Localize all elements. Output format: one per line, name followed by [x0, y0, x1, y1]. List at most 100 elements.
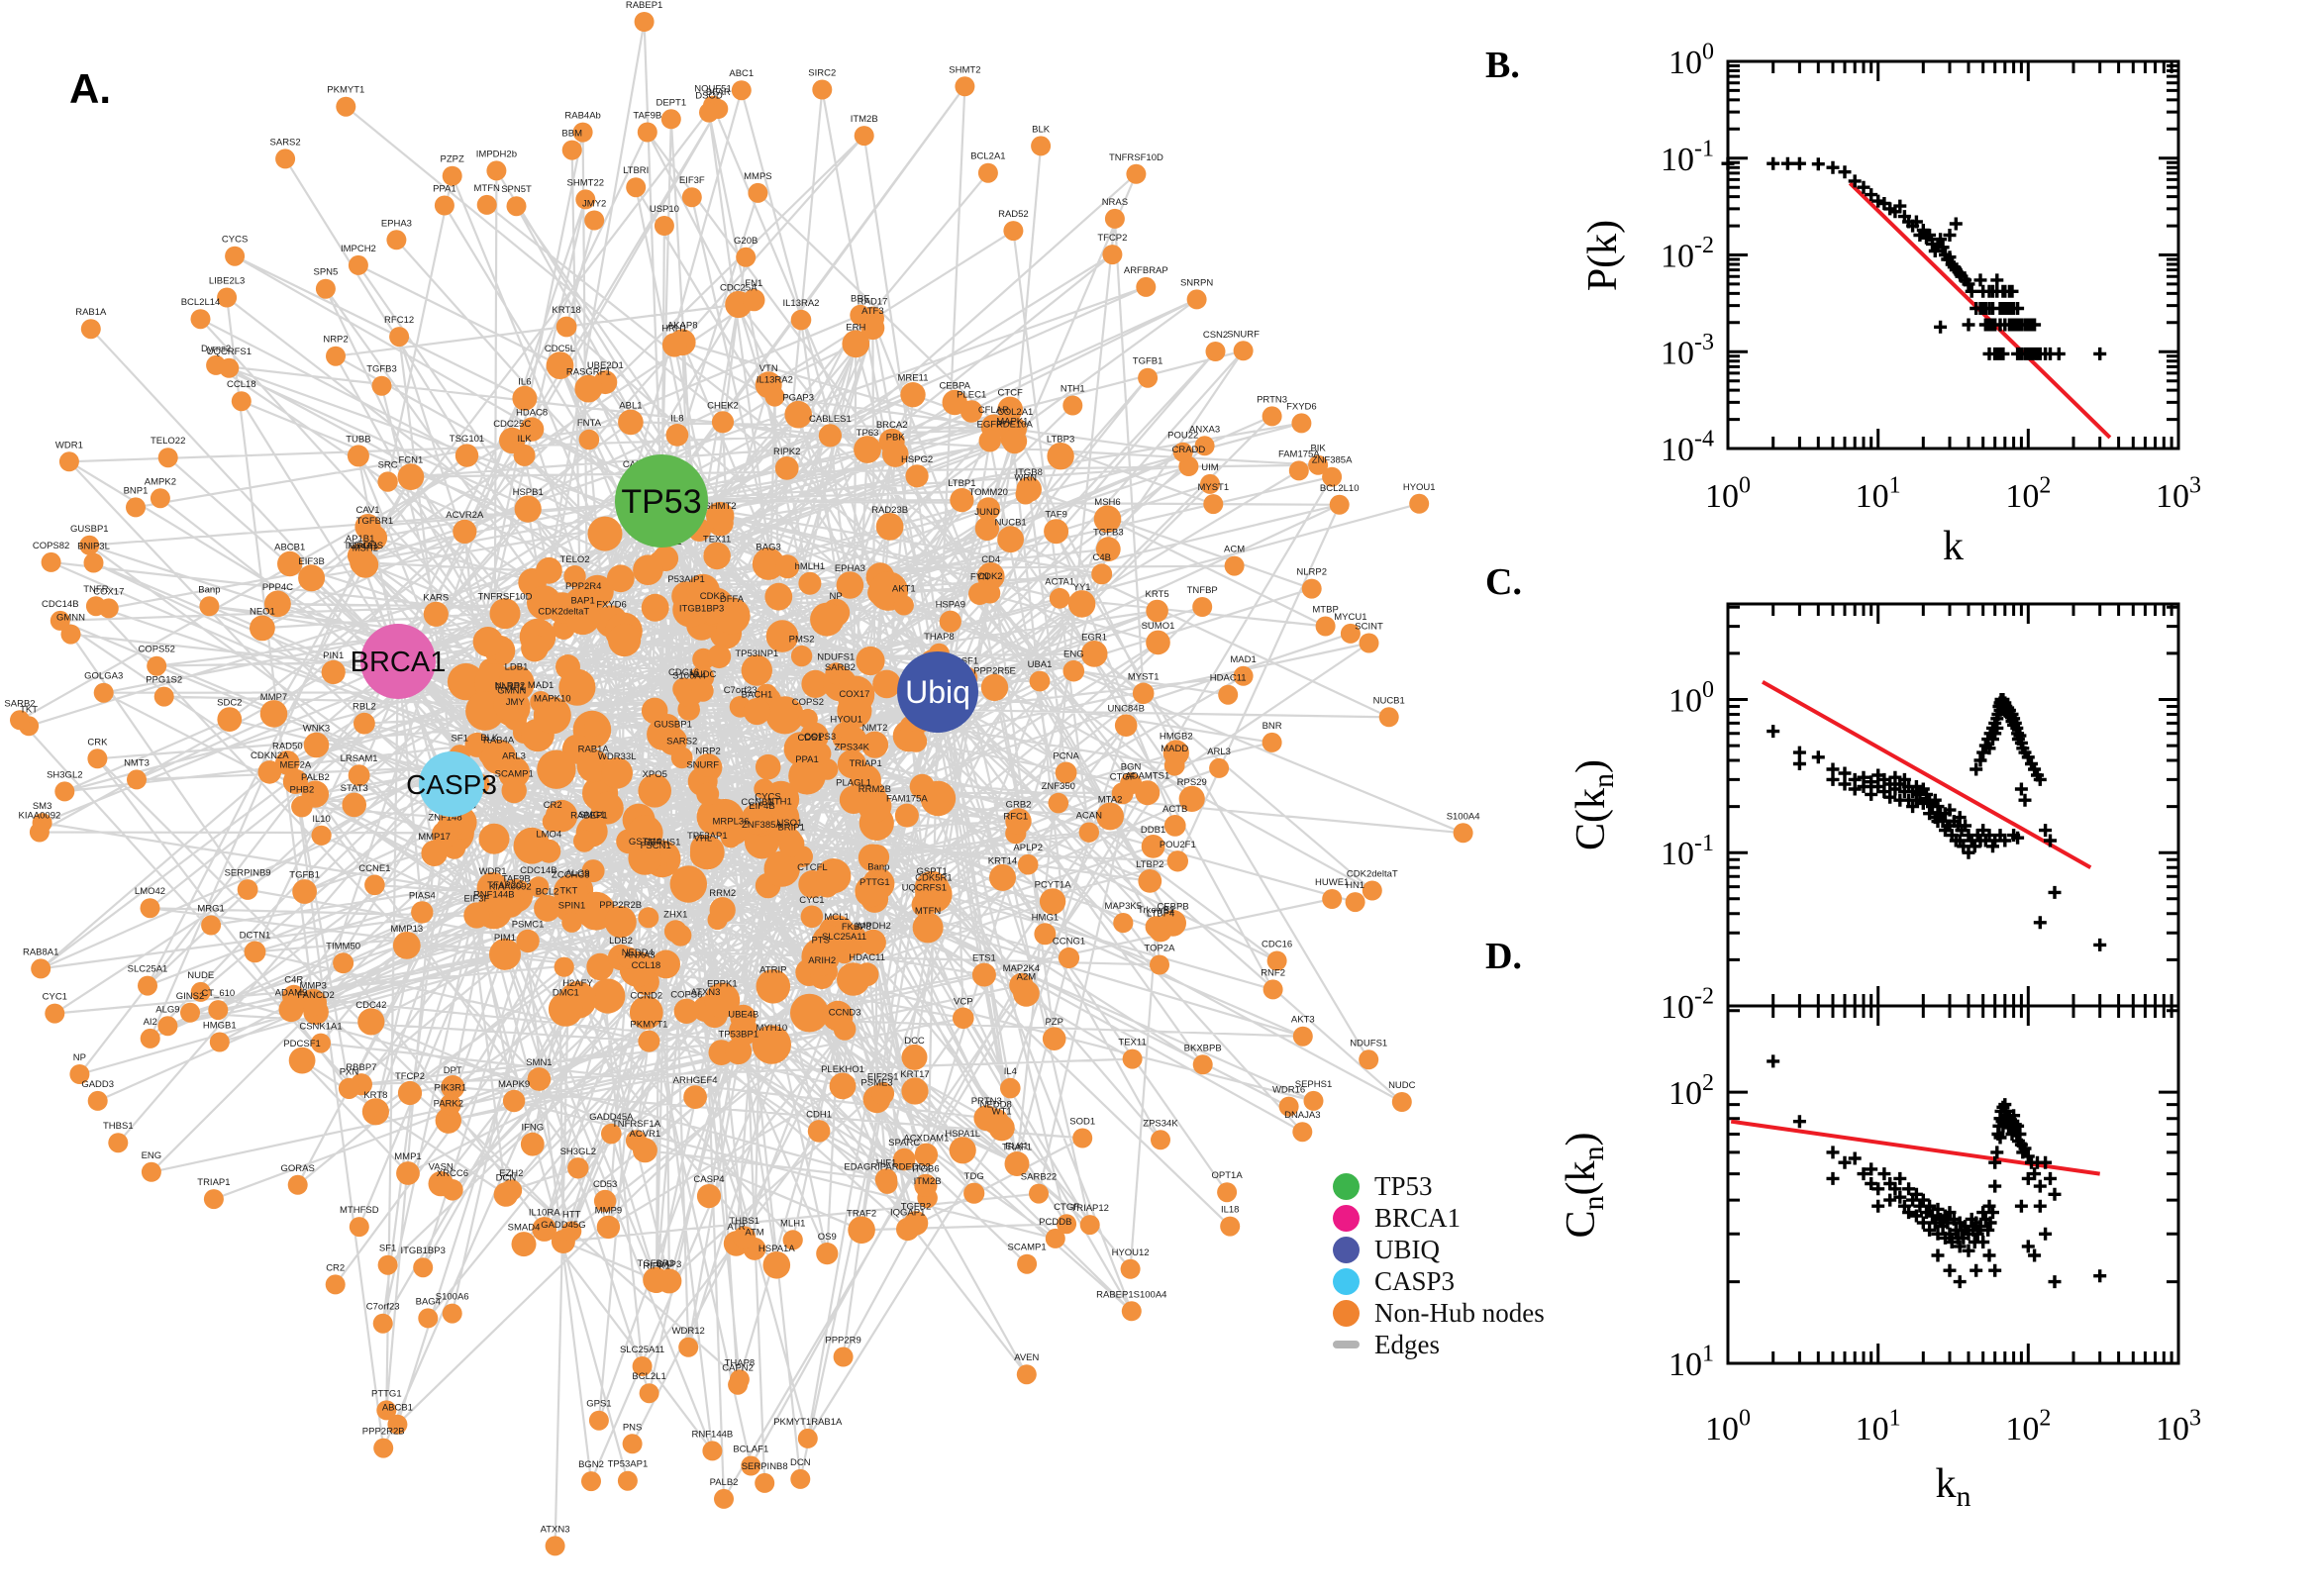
svg-text:MSH6: MSH6: [1094, 497, 1120, 508]
svg-text:TSG101: TSG101: [450, 434, 484, 445]
svg-text:C(kn): C(kn): [1568, 759, 1620, 850]
panel-b-points: [1721, 156, 2107, 360]
svg-text:NP: NP: [829, 591, 842, 602]
svg-text:NUDC: NUDC: [1388, 1080, 1416, 1091]
svg-text:ERH: ERH: [846, 322, 865, 333]
svg-text:AKAP8: AKAP8: [667, 321, 698, 332]
hub-nodes-layer: TP53 BRCA1 Ubiq CASP3: [351, 454, 978, 817]
svg-text:PKMYT1RAB1A: PKMYT1RAB1A: [773, 1417, 843, 1428]
svg-text:BLK: BLK: [480, 733, 499, 744]
svg-text:UIM: UIM: [1201, 462, 1219, 473]
svg-text:S100A4: S100A4: [672, 671, 706, 682]
svg-text:PLAGL1: PLAGL1: [836, 778, 871, 789]
hub-label-casp3: CASP3: [406, 769, 497, 800]
svg-text:HDAC11: HDAC11: [1210, 673, 1247, 684]
svg-text:SHMT2: SHMT2: [949, 64, 980, 75]
legend-item-tp53: TP53: [1333, 1170, 1545, 1202]
svg-text:TAF9B: TAF9B: [502, 874, 531, 885]
svg-text:IL6: IL6: [518, 376, 531, 387]
svg-text:TOP2A: TOP2A: [1145, 944, 1176, 954]
svg-text:DCN: DCN: [496, 1173, 517, 1184]
svg-text:PALB2: PALB2: [710, 1477, 739, 1488]
svg-text:GUSBP1: GUSBP1: [654, 720, 692, 731]
svg-text:LTBP2: LTBP2: [1136, 859, 1163, 870]
svg-text:KIAA0092: KIAA0092: [19, 811, 61, 822]
svg-text:TEX11: TEX11: [1118, 1038, 1146, 1048]
svg-text:CSF1: CSF1: [955, 656, 978, 667]
legend-item-label: UBIQ: [1374, 1234, 1440, 1264]
svg-text:FNTA: FNTA: [577, 418, 602, 429]
svg-text:EIF2S1: EIF2S1: [867, 1072, 899, 1083]
svg-text:JUND: JUND: [974, 507, 999, 518]
svg-text:SPN5: SPN5: [313, 267, 338, 278]
svg-text:HSPA9: HSPA9: [936, 600, 965, 611]
svg-text:SNRPN: SNRPN: [1180, 277, 1213, 288]
svg-text:RPS29: RPS29: [1177, 777, 1207, 788]
svg-text:TAF9: TAF9: [1045, 510, 1067, 521]
svg-text:SMN1: SMN1: [526, 1057, 552, 1068]
svg-text:CFLAR: CFLAR: [978, 405, 1009, 416]
svg-text:HSPA1L: HSPA1L: [945, 1129, 980, 1140]
svg-text:10-2: 10-2: [1661, 233, 1714, 274]
svg-text:PALB2: PALB2: [301, 772, 330, 783]
svg-text:SM3: SM3: [33, 801, 52, 812]
svg-text:ACTB: ACTB: [1162, 804, 1187, 815]
svg-text:TGFB1: TGFB1: [289, 870, 320, 881]
svg-text:NLRP2: NLRP2: [1296, 567, 1327, 578]
legend-item-non-hub-nodes: Non-Hub nodes: [1333, 1297, 1545, 1329]
legend-dot-swatch: [1333, 1299, 1360, 1327]
panel-d-label: D.: [1485, 936, 1522, 977]
svg-text:TGFBR3: TGFBR3: [638, 1258, 674, 1269]
svg-text:SEPHS1: SEPHS1: [1295, 1079, 1333, 1090]
svg-text:TUBB: TUBB: [346, 434, 370, 445]
svg-text:PPG1S2: PPG1S2: [146, 675, 182, 686]
svg-text:ITGB1BP3: ITGB1BP3: [400, 1246, 445, 1256]
svg-text:WDR12: WDR12: [672, 1326, 705, 1337]
svg-text:IL18: IL18: [1221, 1205, 1240, 1216]
svg-text:BAG3: BAG3: [756, 543, 780, 553]
panel-c-fit-line: [1762, 680, 2092, 869]
svg-text:PPP2R4: PPP2R4: [565, 581, 601, 592]
svg-text:MMPS: MMPS: [744, 171, 772, 182]
svg-text:ARHGEF4: ARHGEF4: [673, 1075, 718, 1086]
svg-text:CD53: CD53: [593, 1179, 617, 1190]
panel-d-points: [1767, 1054, 2107, 1289]
legend-item-label: Non-Hub nodes: [1374, 1297, 1545, 1328]
svg-text:ZNF148: ZNF148: [428, 813, 461, 824]
svg-text:NUDC: NUDC: [689, 669, 717, 680]
svg-text:k: k: [1943, 524, 1964, 569]
svg-text:ILK: ILK: [517, 434, 532, 445]
svg-text:SPN5T: SPN5T: [501, 184, 532, 195]
svg-text:BNR: BNR: [1262, 721, 1282, 732]
svg-text:TKT: TKT: [559, 886, 577, 897]
svg-text:SLC25A11: SLC25A11: [620, 1345, 664, 1355]
svg-text:CDK2deltaT: CDK2deltaT: [1347, 869, 1398, 880]
hub-label-ubiq: Ubiq: [905, 674, 970, 710]
svg-text:SMAD4: SMAD4: [508, 1223, 541, 1234]
svg-text:TEX11: TEX11: [703, 534, 731, 545]
svg-text:IMPDH2: IMPDH2: [856, 921, 891, 932]
svg-text:MTHFSD: MTHFSD: [340, 1205, 379, 1216]
svg-text:DCN: DCN: [790, 1457, 811, 1468]
svg-text:AVEN: AVEN: [1014, 1352, 1039, 1363]
svg-text:SNURF: SNURF: [1227, 329, 1260, 340]
svg-text:GADD3: GADD3: [81, 1079, 114, 1090]
svg-text:RAD17: RAD17: [858, 297, 888, 308]
svg-text:100: 100: [1705, 473, 1751, 515]
svg-text:COPS6: COPS6: [670, 989, 702, 1000]
svg-text:NRP2: NRP2: [323, 335, 348, 346]
svg-text:CDC25C: CDC25C: [493, 419, 531, 430]
panel-d-plot: 102 101 100 101 102 103 kn Cn(kn): [1559, 1004, 2201, 1513]
svg-text:TOPORS: TOPORS: [344, 541, 383, 551]
svg-text:RAB1A: RAB1A: [75, 307, 107, 318]
legend-item-label: BRCA1: [1374, 1202, 1462, 1233]
network-legend: TP53 BRCA1 UBIQ CASP3 Non-Hub nodes Edges: [1333, 1170, 1545, 1360]
svg-text:WDR16: WDR16: [1272, 1085, 1305, 1096]
svg-text:RAB8A1: RAB8A1: [23, 947, 58, 957]
svg-text:HSPA1A: HSPA1A: [758, 1244, 795, 1254]
svg-text:MADD: MADD: [1161, 744, 1188, 754]
svg-text:TGFB1: TGFB1: [1133, 356, 1163, 367]
svg-text:EIF3F: EIF3F: [679, 175, 705, 186]
svg-text:DMC1: DMC1: [553, 987, 579, 998]
svg-text:CYCS: CYCS: [222, 235, 248, 246]
